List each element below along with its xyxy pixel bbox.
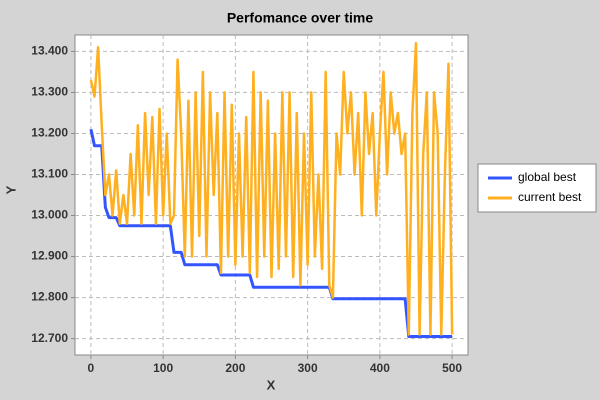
y-tick-label: 13.100: [31, 167, 68, 181]
x-tick-label: 100: [153, 361, 173, 375]
y-tick-label: 13.200: [31, 126, 68, 140]
x-axis-label: X: [267, 377, 276, 392]
y-tick-label: 12.700: [31, 331, 68, 345]
legend-box: [477, 163, 597, 213]
legend-label: current best: [518, 190, 582, 204]
y-tick-label: 13.000: [31, 208, 68, 222]
legend-label: global best: [518, 170, 577, 184]
y-tick-label: 12.900: [31, 249, 68, 263]
y-tick-label: 13.300: [31, 85, 68, 99]
chart-title: Perfomance over time: [227, 10, 373, 26]
x-tick-label: 200: [225, 361, 245, 375]
y-axis-label: Y: [3, 185, 18, 194]
x-tick-label: 500: [442, 361, 462, 375]
series-line: [89, 41, 454, 336]
y-tick-label: 13.400: [31, 44, 68, 58]
series-line: [89, 129, 453, 339]
y-tick-label: 12.800: [31, 290, 68, 304]
x-tick-label: 300: [298, 361, 318, 375]
x-tick-label: 400: [370, 361, 390, 375]
x-tick-label: 0: [88, 361, 95, 375]
